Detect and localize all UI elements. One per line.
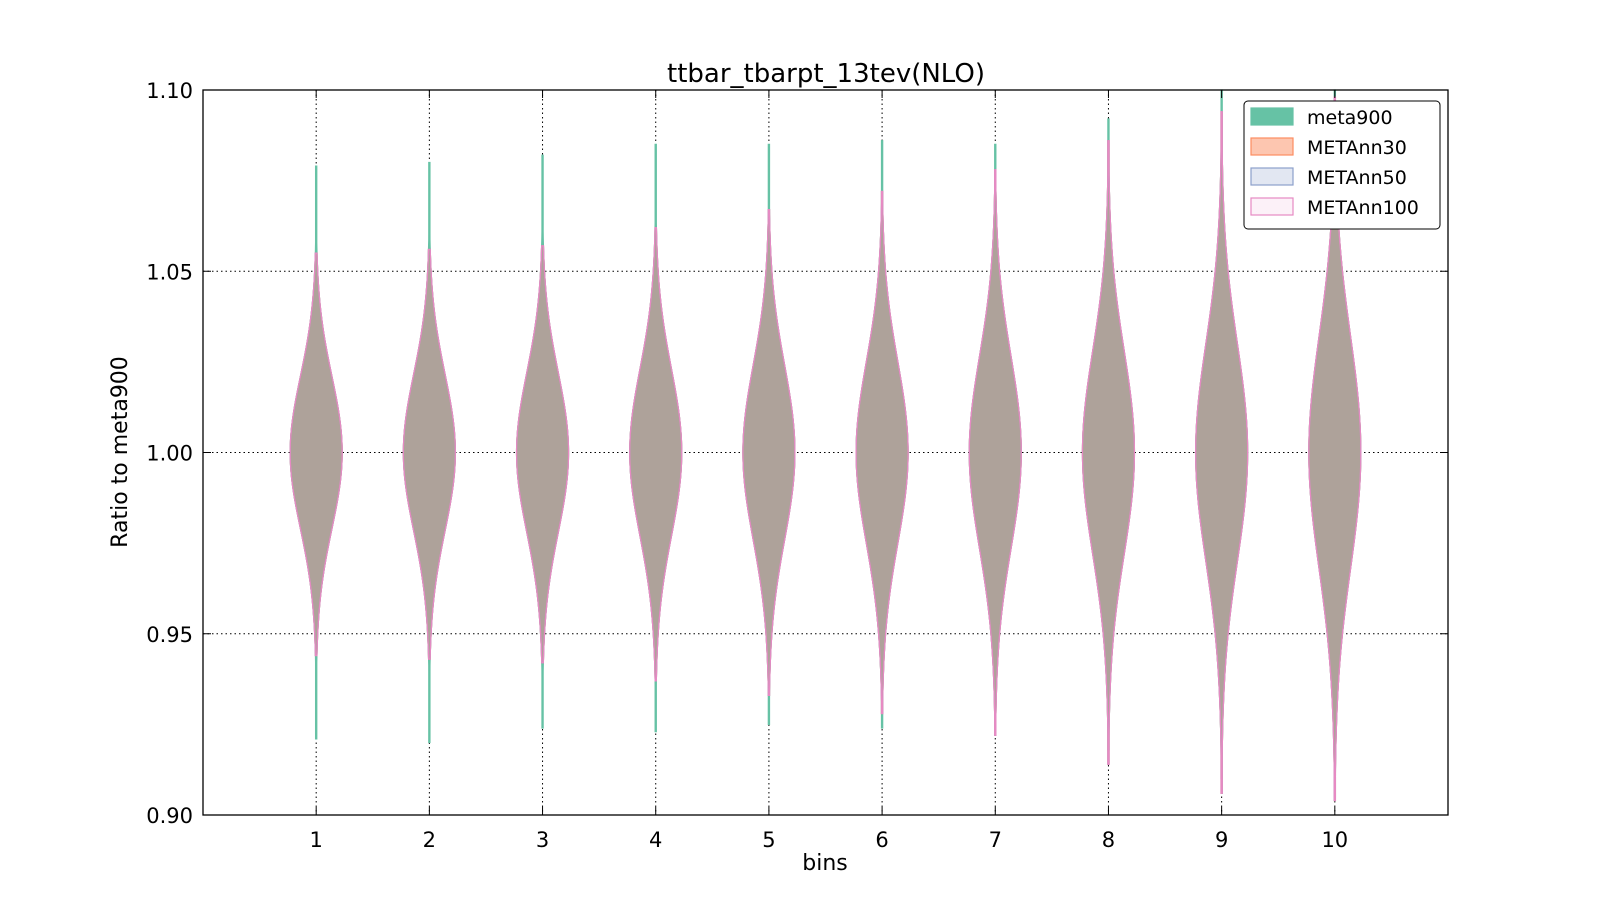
legend-label-metann50: METAnn50 bbox=[1307, 167, 1407, 189]
x-tick-label: 1 bbox=[309, 828, 322, 852]
axis-ticks: 1 2 3 4 5 6 7 8 9 10 0.90 0.95 1.00 1.05 1.10 bbox=[146, 79, 1448, 852]
legend-label-metann100: METAnn100 bbox=[1307, 197, 1419, 219]
legend: meta900 METAnn30 METAnn50 METAnn100 bbox=[1243, 100, 1441, 230]
x-tick-label: 5 bbox=[762, 828, 775, 852]
x-tick-label: 6 bbox=[875, 828, 888, 852]
violin-metann100-bin-7 bbox=[968, 169, 1022, 736]
x-tick-label: 9 bbox=[1215, 828, 1228, 852]
y-tick-label: 0.95 bbox=[146, 623, 193, 647]
x-tick-label: 7 bbox=[989, 828, 1002, 852]
violin-metann100-bin-2 bbox=[402, 248, 456, 660]
violin-metann100-bin-8 bbox=[1081, 140, 1136, 765]
violins bbox=[289, 89, 1362, 802]
x-tick-label: 2 bbox=[423, 828, 436, 852]
legend-label-meta900: meta900 bbox=[1307, 107, 1393, 129]
chart-title: ttbar_tbarpt_13tev(NLO) bbox=[667, 59, 985, 89]
violin-metann100-bin-1 bbox=[289, 252, 343, 657]
x-axis-label: bins bbox=[802, 851, 847, 876]
legend-label-metann30: METAnn30 bbox=[1307, 137, 1407, 159]
y-tick-label: 1.00 bbox=[146, 442, 193, 466]
violin-metann100-bin-6 bbox=[855, 190, 909, 715]
y-tick-label: 1.10 bbox=[146, 79, 193, 103]
y-axis-label: Ratio to meta900 bbox=[108, 356, 133, 548]
x-tick-label: 3 bbox=[536, 828, 549, 852]
x-tick-label: 10 bbox=[1321, 828, 1348, 852]
y-tick-label: 1.05 bbox=[146, 260, 193, 284]
violin-metann100-bin-4 bbox=[629, 227, 683, 682]
violin-metann100-bin-9 bbox=[1195, 111, 1249, 794]
y-tick-label: 0.90 bbox=[146, 804, 193, 828]
legend-swatch-metann30 bbox=[1250, 137, 1294, 156]
legend-swatch-meta900 bbox=[1250, 107, 1294, 126]
legend-swatch-metann50 bbox=[1250, 167, 1294, 186]
legend-box bbox=[1243, 100, 1441, 230]
violin-metann100-bin-5 bbox=[742, 209, 796, 696]
x-tick-label: 8 bbox=[1102, 828, 1115, 852]
violin-metann100-bin-3 bbox=[515, 245, 570, 664]
legend-swatch-metann100 bbox=[1250, 197, 1294, 216]
violin-metann100-bin-10 bbox=[1308, 96, 1362, 802]
x-tick-label: 4 bbox=[649, 828, 662, 852]
